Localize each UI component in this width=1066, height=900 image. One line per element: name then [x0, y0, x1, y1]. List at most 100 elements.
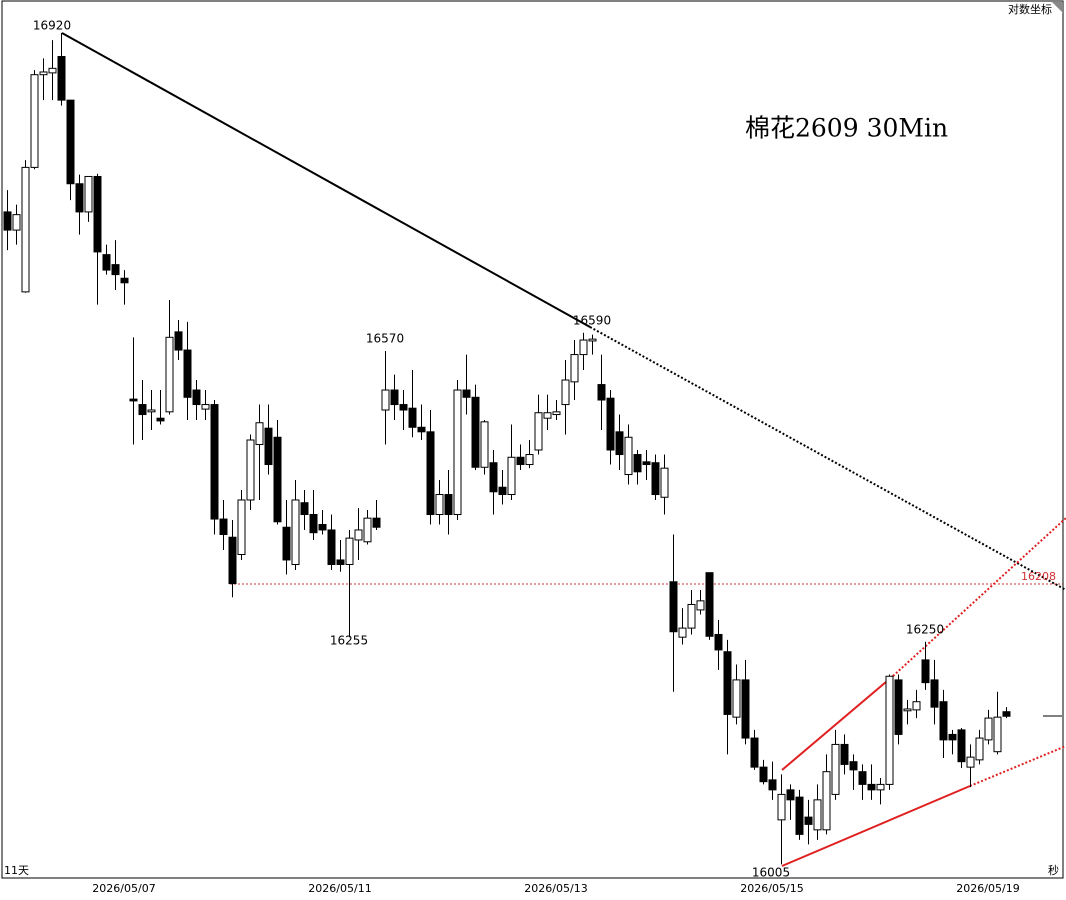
candle-body [462, 389, 471, 398]
candle-body [309, 514, 318, 534]
candle-body [30, 74, 39, 168]
candle-body [444, 494, 453, 516]
candle-body [165, 336, 174, 413]
candle-body [822, 771, 831, 831]
candle-body [426, 431, 435, 516]
candle-body [129, 398, 138, 402]
candle-body [579, 339, 588, 356]
chart-title: 棉花2609 30Min [745, 114, 948, 143]
candle-body [138, 404, 147, 416]
candle-body [570, 354, 579, 383]
candle-body [993, 716, 1002, 753]
x-tick-label: 2026/05/19 [956, 882, 1019, 895]
candle-body [201, 404, 210, 410]
candle-body [66, 99, 75, 185]
candle-body [894, 679, 903, 735]
candle-body [327, 529, 336, 565]
candle-body [903, 708, 912, 712]
candle-body [723, 651, 732, 715]
trend-line [61, 32, 591, 328]
candle-body [867, 783, 876, 791]
candle-body [291, 499, 300, 565]
candle-body [498, 486, 507, 496]
candle-body [516, 456, 525, 466]
candle-body [390, 389, 399, 406]
channel-upper [781, 675, 894, 771]
candle-body [282, 526, 291, 561]
candle-body [399, 404, 408, 411]
price-label: 16005 [752, 866, 790, 880]
candle-body [795, 796, 804, 835]
candle-body [831, 743, 840, 795]
candle-body [606, 397, 615, 451]
candle-body [210, 404, 219, 520]
candle-body [453, 389, 462, 516]
candle-body [48, 67, 57, 74]
x-tick-label: 2026/05/07 [92, 882, 155, 895]
candle-body [111, 264, 120, 276]
candle-body [102, 254, 111, 271]
candle-body [237, 499, 246, 555]
candle-body [849, 761, 858, 771]
candle-body [642, 461, 651, 466]
candle-body [651, 462, 660, 496]
candle-body [489, 462, 498, 493]
candle-body [57, 56, 66, 101]
candle-body [741, 679, 750, 739]
channel-lower-extension [969, 745, 1066, 787]
candle-body [660, 467, 669, 498]
candle-body [777, 793, 786, 821]
candle-body [417, 426, 426, 433]
channel-lower [781, 785, 971, 867]
candle-body [84, 175, 93, 213]
candle-body [921, 659, 930, 684]
candle-body [786, 789, 795, 801]
price-label: 16570 [366, 332, 404, 346]
candle-body [174, 331, 183, 351]
candle-body [192, 389, 201, 406]
candle-body [156, 417, 165, 422]
candle-body [345, 537, 354, 565]
candle-body [885, 675, 894, 785]
candle-body [633, 454, 642, 473]
log-scale-button[interactable]: 对数坐标 [1008, 2, 1052, 16]
candle-body [678, 627, 687, 638]
x-tick-label: 2026/05/15 [740, 882, 803, 895]
candle-body [705, 572, 714, 637]
candle-body [930, 679, 939, 708]
candle-body [768, 779, 777, 791]
price-label: 16920 [33, 19, 71, 33]
x-tick-label: 2026/05/13 [524, 882, 587, 895]
candle-body [318, 524, 327, 531]
candle-body [246, 439, 255, 501]
candle-body [615, 431, 624, 456]
candle-body [624, 436, 633, 476]
candle-body [597, 384, 606, 401]
candle-body [507, 456, 516, 496]
candle-body [120, 277, 129, 284]
candle-body [759, 766, 768, 783]
candle-body [408, 407, 417, 428]
candle-body [696, 600, 705, 611]
candle-body [300, 502, 309, 516]
candle-body [534, 412, 543, 451]
price-label: 16250 [906, 623, 944, 637]
candle-body [561, 379, 570, 406]
candle-body [480, 421, 489, 468]
candle-body [363, 517, 372, 543]
candle-body [228, 536, 237, 585]
candle-body [687, 603, 696, 629]
candle-body [876, 783, 885, 791]
candle-body [588, 338, 597, 342]
candle-body [552, 411, 561, 416]
candle-body [669, 581, 678, 633]
trend-line-extension [589, 326, 1066, 591]
candle-body [336, 559, 345, 565]
candle-body [21, 166, 30, 293]
candle-body [147, 409, 156, 413]
candle-body [525, 454, 534, 466]
candle-body [435, 494, 444, 516]
candle-body [543, 412, 552, 419]
candle-body [714, 633, 723, 651]
